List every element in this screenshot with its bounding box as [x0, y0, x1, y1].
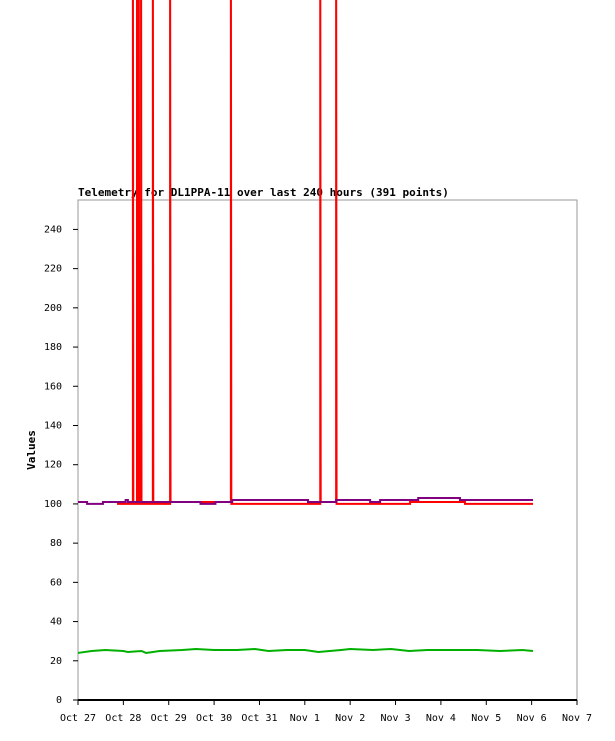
x-tick-label: Oct 27	[60, 713, 96, 724]
y-tick-label: 140	[44, 420, 62, 431]
y-tick-label: 120	[44, 460, 62, 471]
x-tick-label: Oct 28	[105, 713, 141, 724]
x-tick-label: Nov 1	[290, 713, 320, 724]
y-tick-label: 240	[44, 224, 62, 235]
series-line	[78, 497, 533, 505]
y-tick-label: 40	[50, 617, 62, 628]
x-tick-label: Nov 2	[335, 713, 365, 724]
x-tick-label: Nov 3	[380, 713, 410, 724]
y-tick-label: 100	[44, 499, 62, 510]
y-axis-label: Values	[25, 430, 38, 470]
x-tick-label: Nov 6	[517, 713, 547, 724]
x-tick-label: Oct 29	[151, 713, 187, 724]
x-tick-label: Nov 5	[471, 713, 501, 724]
x-tick-label: Nov 7	[562, 713, 592, 724]
x-tick-label: Oct 30	[196, 713, 232, 724]
y-tick-label: 160	[44, 381, 62, 392]
y-tick-label: 180	[44, 342, 62, 353]
x-tick-label: Nov 4	[426, 713, 456, 724]
y-tick-label: 0	[56, 695, 62, 706]
series-line	[117, 0, 533, 505]
y-tick-label: 220	[44, 264, 62, 275]
x-tick-label: Oct 31	[241, 713, 277, 724]
y-tick-label: 60	[50, 577, 62, 588]
y-tick-label: 200	[44, 303, 62, 314]
y-tick-label: 80	[50, 538, 62, 549]
y-tick-label: 20	[50, 656, 62, 667]
series-line	[77, 648, 534, 654]
